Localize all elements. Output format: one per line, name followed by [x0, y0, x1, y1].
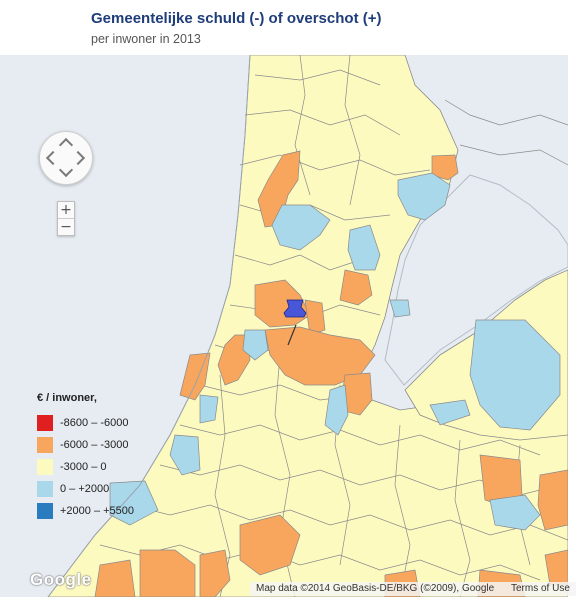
legend-swatch [37, 459, 53, 475]
google-logo[interactable]: Google [30, 570, 92, 589]
pan-right-icon[interactable] [70, 150, 86, 166]
page-subtitle: per inwoner in 2013 [91, 32, 201, 46]
pan-left-icon[interactable] [45, 150, 61, 166]
zoom-out-button[interactable]: − [58, 218, 74, 235]
legend-title: € / inwoner, [37, 392, 97, 404]
legend-label: -6000 – -3000 [60, 439, 129, 451]
pan-down-icon[interactable] [58, 162, 74, 178]
chart-header: Gemeentelijke schuld (-) of overschot (+… [91, 10, 381, 46]
legend-swatch [37, 503, 53, 519]
map-canvas[interactable]: + − € / inwoner, -8600 – -6000 -6000 – -… [0, 55, 568, 597]
legend-label: 0 – +2000 [60, 483, 110, 495]
legend-item: 0 – +2000 [37, 478, 134, 500]
map-marker-icon[interactable] [283, 299, 307, 346]
zoom-control: + − [57, 201, 75, 236]
coastline [47, 55, 251, 597]
map-attribution: Map data ©2014 GeoBasis-DE/BKG (©2009), … [250, 582, 576, 596]
legend-swatch [37, 415, 53, 431]
legend-label: -3000 – 0 [60, 461, 107, 473]
zoom-in-button[interactable]: + [60, 202, 72, 218]
legend-swatch [37, 437, 53, 453]
legend-swatch [37, 481, 53, 497]
legend-item: -3000 – 0 [37, 456, 134, 478]
page-title: Gemeentelijke schuld (-) of overschot (+… [91, 10, 382, 27]
municipalities-blue [109, 172, 561, 531]
ijsselmeer-water [384, 174, 568, 386]
legend-item: -6000 – -3000 [37, 434, 134, 456]
municipalities-orange [94, 150, 568, 597]
legend-label: +2000 – +5500 [60, 505, 135, 517]
terms-of-use-link[interactable]: Terms of Use [510, 583, 570, 594]
legend-item: -8600 – -6000 [37, 412, 134, 434]
legend-label: -8600 – -6000 [60, 417, 129, 429]
pan-up-icon[interactable] [58, 137, 74, 153]
pan-control[interactable] [39, 131, 93, 185]
attribution-text: Map data ©2014 GeoBasis-DE/BKG (©2009), … [256, 583, 495, 594]
legend-item: +2000 – +5500 [37, 500, 134, 522]
map-legend: € / inwoner, -8600 – -6000 -6000 – -3000… [37, 392, 134, 522]
choropleth-map [47, 55, 568, 597]
